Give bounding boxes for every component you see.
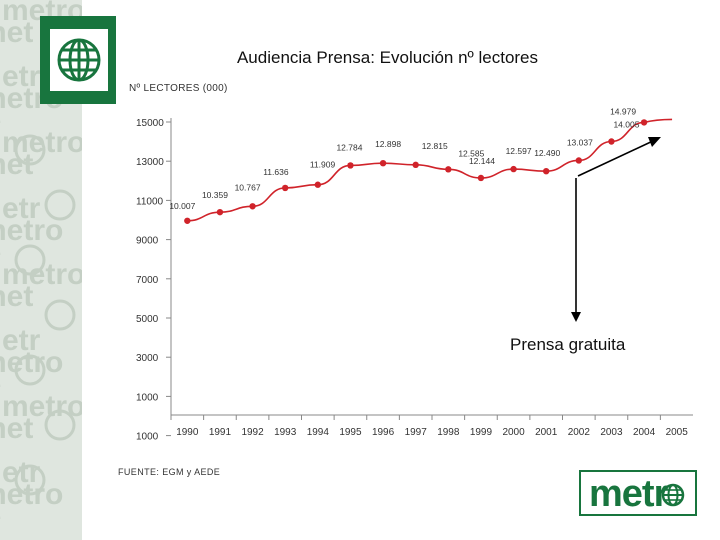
data-point [608, 138, 615, 145]
x-tick-label: 1991 [209, 427, 232, 438]
data-point [542, 167, 550, 175]
sidebar-pattern-word: metro [2, 390, 82, 423]
x-tick-label: 1992 [241, 427, 264, 438]
sidebar-pattern-word: me [0, 236, 1, 269]
x-tick-label: 1998 [437, 427, 460, 438]
y-tick-label: 7000 [136, 275, 159, 286]
data-label: 12.784 [336, 142, 362, 152]
data-point [379, 159, 387, 167]
x-tick-label: 2001 [535, 427, 558, 438]
header-logo-inner [50, 29, 108, 91]
data-label: 14.005 [613, 120, 639, 130]
annotation-trend-arrow-head [648, 137, 661, 147]
annotation-trend-arrow [577, 139, 656, 177]
data-label: 11.909 [310, 160, 336, 170]
sidebar-pattern-word: met [0, 280, 33, 313]
source-note: FUENTE: EGM y AEDE [118, 467, 221, 477]
annotation-arrow-head [571, 312, 581, 322]
globe-icon [57, 38, 101, 82]
sidebar-pattern-globe [14, 134, 46, 166]
y-axis-label: Nº LECTORES (000) [129, 83, 228, 94]
header-logo [40, 16, 116, 104]
sidebar-pattern-word: me [0, 104, 1, 137]
x-tick-label: 2003 [600, 427, 623, 438]
x-tick-label: 1995 [339, 427, 362, 438]
sidebar-pattern-word: etr [2, 456, 41, 489]
data-label: 12.490 [534, 148, 560, 158]
x-tick-label: 1996 [372, 427, 395, 438]
sidebar-pattern-word: etr [2, 192, 41, 225]
y-tick-label: 9000 [136, 236, 159, 247]
data-label: 12.597 [506, 146, 532, 156]
annotation-label: Prensa gratuita [510, 335, 626, 354]
sidebar-pattern-globe [44, 409, 76, 441]
sidebar-pattern-globe [44, 189, 76, 221]
x-tick-label: 2004 [633, 427, 656, 438]
data-label: 13.037 [567, 137, 593, 147]
sidebar-pattern-word: metro [0, 346, 63, 379]
data-label: 12.898 [375, 139, 401, 149]
y-tick-label: 15000 [136, 118, 164, 129]
data-point [510, 165, 517, 173]
y-tick-label: 13000 [136, 157, 164, 168]
sidebar-pattern-word: me [0, 368, 1, 401]
data-label: 11.636 [263, 167, 289, 177]
data-label: 12.144 [469, 156, 495, 166]
x-tick-label: 1999 [470, 427, 493, 438]
globe-icon [661, 483, 685, 507]
y-tick-label: 11000 [136, 196, 164, 207]
sidebar-pattern-word: metro [0, 214, 63, 247]
data-point [314, 181, 322, 188]
data-point [184, 217, 191, 224]
sidebar-pattern-globe [14, 464, 46, 496]
sidebar-pattern-globe [14, 354, 46, 386]
data-point [445, 166, 452, 173]
data-point [249, 203, 256, 210]
data-label: 10.007 [169, 201, 195, 211]
y-tick-label: 1000 [136, 432, 159, 443]
sidebar-pattern-word: etr [2, 60, 41, 93]
x-tick-label: 2000 [502, 427, 525, 438]
sidebar-pattern-word: met [0, 16, 33, 49]
x-tick-label: 1994 [307, 427, 330, 438]
sidebar-pattern-word: me [0, 500, 1, 533]
data-point [216, 208, 224, 216]
sidebar-pattern-globe [44, 299, 76, 331]
data-point [281, 184, 289, 192]
metro-logo-text: metr [589, 473, 668, 515]
data-point [477, 174, 485, 182]
y-tick-label: 5000 [136, 314, 159, 325]
series-line [187, 118, 673, 222]
y-tick-label: 1000 [136, 392, 159, 403]
data-label: 14.979 [610, 106, 636, 116]
x-tick-label: 1997 [405, 427, 428, 438]
data-label: 12.815 [422, 141, 448, 151]
sidebar-pattern-word: etr [2, 324, 41, 357]
sidebar-pattern-globe [14, 244, 46, 276]
data-label: 10.767 [235, 182, 261, 192]
data-point [640, 119, 648, 126]
x-tick-label: 1990 [176, 427, 199, 438]
x-tick-label: 2002 [568, 427, 591, 438]
metro-logo: metr [579, 470, 697, 516]
data-point [412, 161, 419, 169]
data-label: 10.359 [202, 190, 228, 200]
x-tick-label: 2005 [666, 427, 689, 438]
data-label: 12.585 [458, 148, 484, 158]
page-title: Audiencia Prensa: Evolución nº lectores [236, 48, 539, 67]
sidebar-pattern: metromettroetrmetromemetromettroetrmetro… [0, 0, 82, 533]
data-point [575, 157, 583, 164]
x-tick-label: 1993 [274, 427, 297, 438]
y-tick-label: 3000 [136, 353, 159, 364]
sidebar-pattern-word: met [0, 412, 33, 445]
data-point [347, 162, 354, 169]
